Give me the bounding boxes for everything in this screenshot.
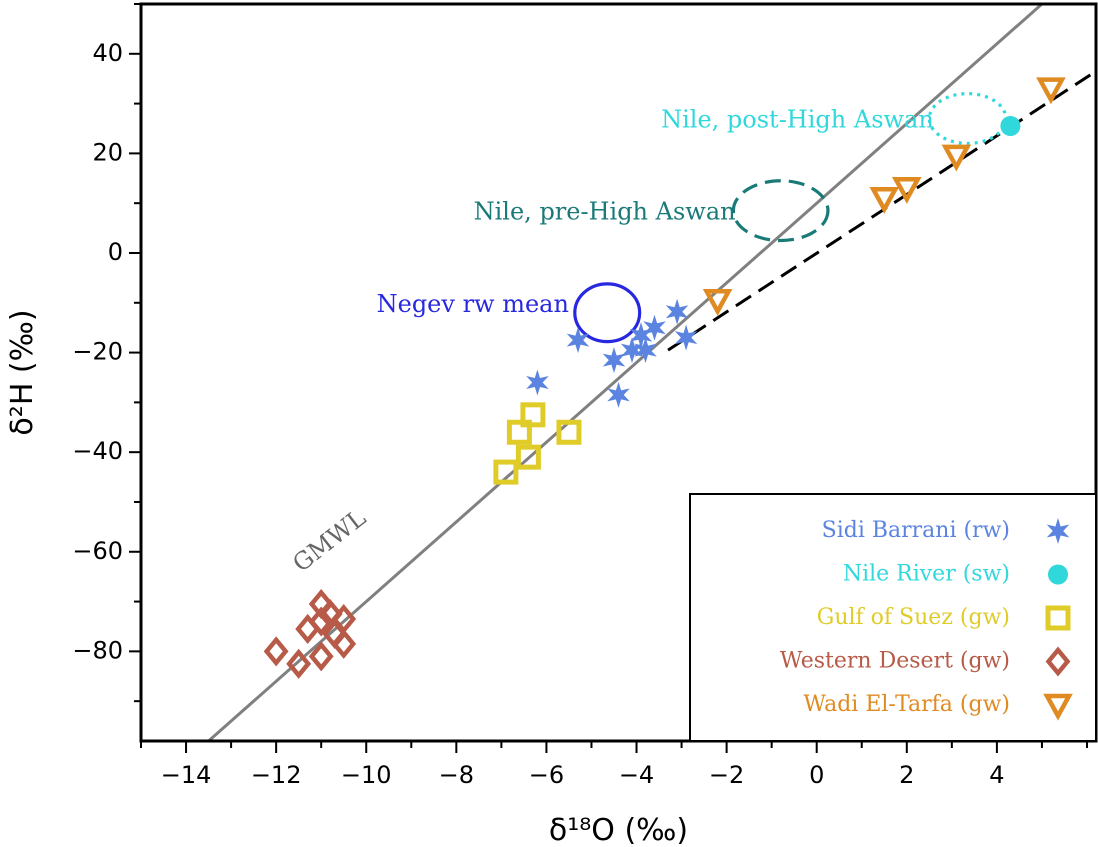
annotation-0: GMWL: [287, 504, 371, 578]
ellipse-0: [573, 282, 642, 344]
point-s0-0: [566, 327, 590, 354]
point-s0-8: [665, 298, 689, 325]
point-s0-6: [634, 337, 657, 364]
point-s4-0: [702, 289, 733, 316]
point-s2-0: [493, 459, 519, 485]
ytick-label-1: −60: [72, 537, 123, 565]
y-axis-label: δ²H (‰): [5, 309, 40, 435]
legend-label-2: Gulf of Suez (gw): [817, 605, 1010, 630]
xtick-label-6: −2: [709, 761, 744, 789]
annotation-1: Negev rw mean: [377, 290, 569, 318]
ellipse-1: [731, 179, 830, 243]
legend-label-3: Western Desert (gw): [780, 649, 1010, 674]
point-s2-1: [506, 419, 532, 445]
point-s4-2: [891, 177, 922, 204]
legend-label-0: Sidi Barrani (rw): [822, 518, 1010, 543]
point-s0-4: [620, 337, 644, 364]
xtick-label-9: 4: [989, 761, 1004, 789]
ytick-label-2: −40: [72, 437, 123, 465]
legend-marker-3: [1045, 646, 1071, 677]
legend-marker-4: [1043, 693, 1073, 721]
point-s0-7: [643, 314, 666, 341]
point-s3-0: [263, 636, 289, 667]
point-s3-1: [286, 648, 312, 679]
data-points: [263, 77, 1066, 679]
legend-box: [689, 493, 1097, 742]
legend-label-1: Nile River (sw): [843, 562, 1010, 587]
point-s3-9: [308, 606, 334, 637]
point-s3-4: [308, 641, 334, 672]
plot-frame: [139, 2, 1098, 743]
ytick-label-6: 40: [92, 39, 123, 67]
point-s0-3: [607, 381, 630, 408]
point-s2-4: [556, 419, 582, 445]
point-s0-2: [602, 347, 626, 374]
x-axis-label: δ¹⁸O (‰): [549, 813, 688, 847]
point-s3-8: [331, 603, 357, 635]
legend-label-4: Wadi El-Tarfa (gw): [803, 692, 1010, 717]
ytick-label-0: −80: [72, 636, 123, 664]
gmwl-line: [206, 4, 1045, 741]
xtick-label-4: −6: [529, 761, 564, 789]
legend-marker-1: [1048, 564, 1068, 585]
legend: Sidi Barrani (rw) Nile River (sw) Gulf of …: [689, 493, 1097, 742]
xtick-label-0: −14: [161, 761, 212, 789]
point-s4-1: [869, 186, 900, 214]
xtick-label-8: 2: [899, 761, 914, 789]
point-s1-0: [1000, 116, 1021, 137]
ytick-label-3: −20: [72, 338, 123, 366]
xtick-label-1: −12: [251, 761, 302, 789]
xtick-label-5: −4: [619, 761, 654, 789]
point-s0-5: [629, 322, 653, 349]
point-s0-9: [674, 324, 698, 351]
annotation-2: Nile, pre-High Aswan: [474, 198, 736, 226]
point-s4-4: [1036, 77, 1066, 105]
point-s3-7: [331, 628, 357, 659]
point-s2-2: [515, 444, 541, 470]
point-s4-3: [941, 144, 972, 172]
xtick-label-2: −10: [341, 761, 392, 789]
axes: −14 −12 −10 −8 −6 −4 −2 0 2 4−80−60−40−2002040δ¹⁸…: [5, 2, 1098, 847]
xtick-label-3: −8: [439, 761, 474, 789]
ytick-label-4: 0: [108, 238, 123, 266]
reference-lines: [206, 4, 1096, 741]
xtick-label-7: 0: [809, 761, 824, 789]
annotation-3: Nile, post-High Aswan: [661, 106, 934, 134]
point-s0-1: [526, 369, 549, 396]
ytick-label-5: 20: [92, 138, 123, 166]
legend-marker-2: [1045, 605, 1071, 631]
legend-marker-0: [1046, 518, 1070, 544]
regression-line-dashed: [667, 69, 1096, 352]
point-s2-3: [520, 402, 546, 428]
